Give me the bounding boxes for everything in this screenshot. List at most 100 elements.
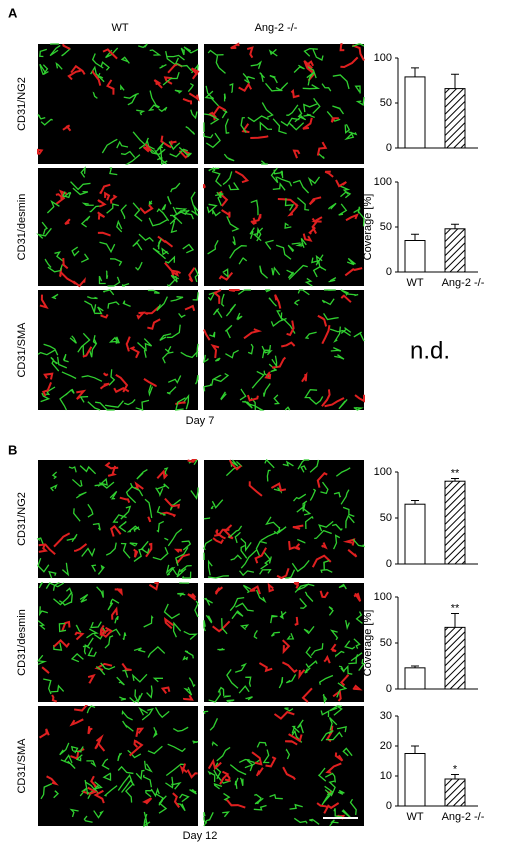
vessel-stain [276, 567, 290, 580]
vessel-stain [93, 781, 103, 794]
vessel-stain [116, 219, 123, 233]
vessel-stain [107, 301, 120, 309]
vessel-stain [211, 170, 222, 187]
vessel-stain [125, 336, 131, 352]
vessel-stain [341, 809, 351, 819]
vessel-stain [221, 209, 231, 218]
vessel-stain [319, 590, 329, 599]
vessel-stain [157, 235, 174, 248]
vessel-stain [69, 335, 77, 344]
vessel-stain [59, 392, 68, 411]
vessel-stain [289, 803, 303, 810]
vessel-stain [309, 818, 320, 825]
vessel-stain [70, 653, 84, 663]
y-tick-label: 100 [374, 466, 392, 478]
vessel-stain [152, 546, 169, 561]
vessel-stain [90, 621, 102, 629]
vessel-stain [335, 179, 347, 188]
vessel-stain [210, 505, 214, 510]
vessel-stain [188, 92, 200, 102]
vessel-stain [175, 62, 193, 72]
vessel-stain [306, 71, 315, 86]
vessel-stain [154, 707, 170, 719]
vessel-stain [170, 296, 184, 302]
panel-label: B [8, 442, 17, 457]
vessel-stain [212, 620, 231, 633]
vessel-stain [292, 524, 304, 530]
vessel-stain [131, 673, 148, 683]
vessel-stain [125, 783, 134, 803]
vessel-stain [83, 815, 93, 823]
vessel-stain [182, 655, 189, 661]
vessel-stain [264, 459, 275, 469]
vessel-stain [159, 333, 172, 341]
vessel-stain [276, 176, 293, 187]
vessel-stain [223, 524, 234, 540]
vessel-stain [188, 677, 196, 688]
vessel-stain [163, 603, 181, 620]
vessel-stain [247, 343, 254, 355]
vessel-stain [342, 506, 355, 518]
vessel-stain [273, 169, 284, 179]
vessel-stain [181, 540, 192, 551]
vessel-stain [342, 538, 356, 546]
vessel-stain [315, 254, 323, 264]
vessel-stain [304, 277, 313, 287]
vessel-stain [99, 626, 113, 639]
y-axis-label: Coverage [%] [362, 194, 374, 261]
vessel-stain [330, 117, 339, 123]
vessel-stain [281, 639, 291, 655]
vessel-stain [39, 63, 46, 76]
vessel-stain [316, 471, 328, 488]
vessel-stain [89, 205, 103, 213]
vessel-stain [190, 487, 199, 500]
vessel-stain [122, 300, 131, 307]
vessel-stain [103, 289, 115, 296]
vessel-stain [302, 500, 308, 512]
vessel-stain [64, 760, 76, 769]
vessel-stain [55, 189, 68, 205]
vessel-stain [104, 461, 119, 470]
vessel-stain [353, 592, 362, 602]
vessel-stain [103, 785, 118, 797]
vessel-stain [44, 258, 52, 268]
micrograph [204, 168, 364, 286]
vessel-stain [64, 218, 71, 225]
vessel-stain [344, 640, 356, 650]
vessel-stain [194, 600, 199, 618]
vessel-stain [69, 808, 79, 818]
vessel-stain [251, 370, 265, 389]
vessel-stain [204, 90, 219, 107]
vessel-stain [224, 773, 231, 782]
vessel-stain [178, 793, 190, 803]
vessel-stain [67, 69, 81, 81]
vessel-stain [303, 60, 315, 75]
vessel-stain [263, 383, 271, 397]
vessel-stain [275, 244, 292, 260]
vessel-stain [62, 124, 72, 132]
vessel-stain [96, 586, 104, 598]
vessel-stain [260, 532, 277, 542]
vessel-stain [225, 461, 243, 477]
vessel-stain [147, 516, 152, 523]
vessel-stain [349, 798, 357, 816]
vessel-stain [231, 610, 244, 620]
vessel-stain [203, 538, 213, 551]
micrograph [204, 460, 364, 578]
vessel-stain [171, 776, 182, 790]
vessel-stain [97, 564, 105, 575]
vessel-stain [43, 343, 59, 356]
y-tick-label: 100 [374, 52, 392, 64]
vessel-stain [194, 374, 199, 385]
vessel-stain [160, 135, 172, 149]
vessel-stain [203, 354, 209, 364]
vessel-stain [302, 117, 313, 130]
vessel-stain [282, 460, 294, 467]
vessel-stain [166, 324, 181, 339]
vessel-stain [41, 221, 48, 235]
vessel-stain [49, 44, 61, 57]
vessel-stain [285, 740, 298, 746]
vessel-stain [266, 469, 271, 482]
vessel-stain [353, 638, 361, 649]
vessel-stain [239, 388, 247, 401]
